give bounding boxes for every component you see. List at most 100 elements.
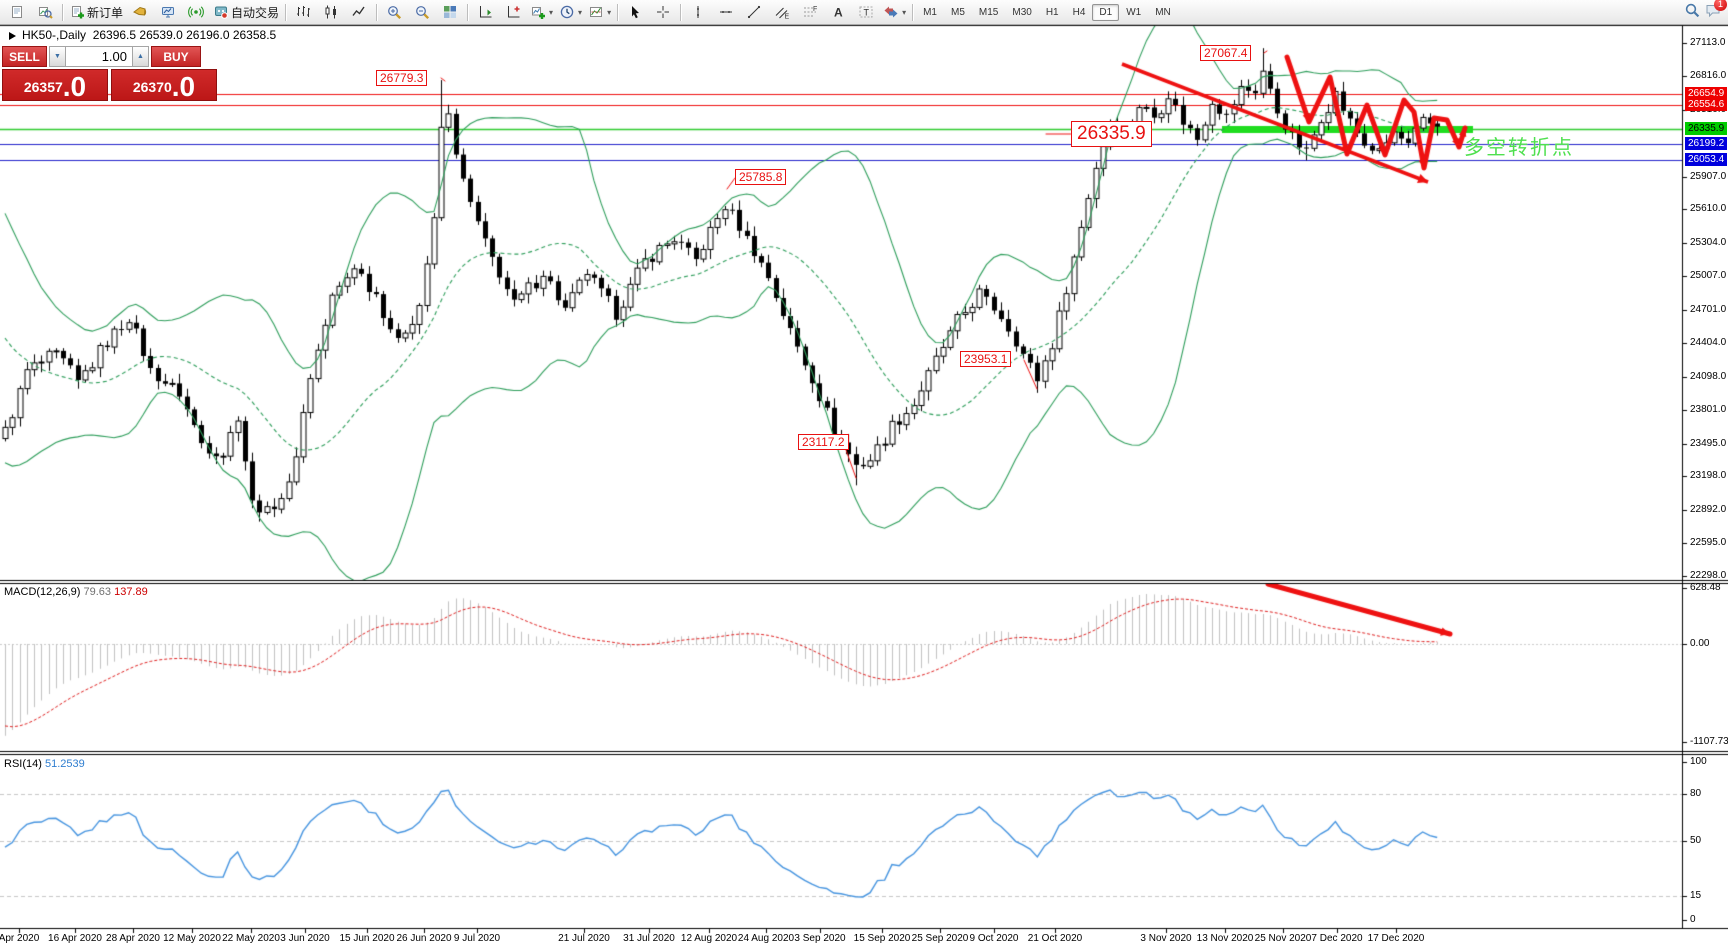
doc-icon	[9, 4, 25, 20]
timeframe-h4-button[interactable]: H4	[1072, 6, 1086, 18]
zoom-out-button[interactable]	[408, 1, 436, 24]
buy-price-button[interactable]: 26370.0	[111, 69, 217, 101]
template-icon	[588, 4, 604, 20]
publish-button[interactable]	[126, 1, 154, 24]
one-click-trading-panel: SELL ▼ 1.00 ▲ BUY 26357.0 26370.0	[2, 46, 217, 101]
candles-icon	[323, 4, 339, 20]
new-order-button[interactable]: 新订单	[66, 1, 126, 24]
timeframe-m15-button[interactable]: M15	[978, 6, 999, 18]
price-axis-tick: 26816.0	[1690, 70, 1727, 81]
signals-button[interactable]	[182, 1, 210, 24]
vertical-line-button[interactable]	[684, 1, 712, 24]
monitor-icon	[160, 4, 176, 20]
chart-title: HK50-,Daily 26396.5 26539.0 26196.0 2635…	[22, 28, 277, 42]
rsi-name: RSI(14)	[4, 758, 42, 770]
robot-icon	[213, 4, 229, 20]
timeframe-mn-button[interactable]: MN	[1155, 6, 1171, 18]
sell-price-button[interactable]: 26357.0	[2, 69, 108, 101]
volume-input[interactable]: 1.00	[66, 46, 132, 67]
price-axis-tick: 25304.0	[1690, 237, 1727, 249]
rsi-axis-tick: 50	[1690, 835, 1702, 846]
volume-increase-button[interactable]: ▲	[132, 46, 149, 67]
new-chart-button[interactable]: ▾	[527, 1, 556, 24]
trendline-button[interactable]	[740, 1, 768, 24]
timeframe-h1-button[interactable]: H1	[1045, 6, 1059, 18]
price-line-badge: 26335.9	[1685, 122, 1728, 136]
auto-arrange-button[interactable]	[471, 1, 499, 24]
new-order-label: 新订单	[87, 5, 124, 20]
date-axis-label: 28 Apr 2020	[106, 933, 160, 944]
timeframe-m1-button[interactable]: M1	[923, 6, 937, 18]
candle-chart-mode-button[interactable]	[317, 1, 345, 24]
periods-button[interactable]: ▾	[556, 1, 585, 24]
price-axis-tick: 23198.0	[1690, 470, 1727, 482]
date-axis-label: 21 Jul 2020	[558, 933, 610, 944]
macd-signal-value: 137.89	[114, 586, 148, 598]
subwindow-arrow-icon	[9, 32, 16, 40]
search-button[interactable]	[1684, 2, 1700, 23]
macd-axis-tick: 628.48	[1690, 582, 1721, 594]
vline-icon	[690, 4, 706, 20]
macd-axis-tick: 0.00	[1690, 638, 1710, 649]
price-axis-tick: 23495.0	[1690, 437, 1727, 449]
arrows-button[interactable]: ▾	[880, 1, 909, 24]
autotrading-button[interactable]: 自动交易	[210, 1, 282, 24]
rsi-axis-tick: 0	[1690, 914, 1696, 925]
line-chart-mode-button[interactable]	[345, 1, 373, 24]
chart-shift-button[interactable]	[499, 1, 527, 24]
buy-button[interactable]: BUY	[151, 46, 201, 67]
date-axis-label: 15 Sep 2020	[853, 933, 911, 944]
toolbar-separator	[376, 3, 378, 21]
rsi-axis-tick: 80	[1690, 787, 1702, 799]
price-axis-tick: 25907.0	[1690, 170, 1727, 182]
price-axis-tick: 24404.0	[1690, 336, 1727, 348]
text-button[interactable]: A	[824, 1, 852, 24]
virtual-hosting-button[interactable]	[154, 1, 182, 24]
neworder-icon	[69, 4, 85, 20]
preview-icon	[37, 4, 53, 20]
cursor-button[interactable]	[621, 1, 649, 24]
timeframe-d1-button[interactable]: D1	[1092, 3, 1120, 21]
price-annotation: 26335.9	[1071, 121, 1152, 147]
price-line-badge: 26199.2	[1685, 137, 1728, 151]
chat-button[interactable]: 1	[1705, 0, 1727, 23]
date-axis-label: 31 Jul 2020	[623, 933, 675, 944]
zoom-in-button[interactable]	[380, 1, 408, 24]
chevron-down-icon: ▾	[578, 7, 583, 17]
text-label-button[interactable]: T	[852, 1, 880, 24]
horizontal-line-button[interactable]	[712, 1, 740, 24]
volume-decrease-button[interactable]: ▼	[49, 46, 66, 67]
fibo-icon: F	[802, 4, 818, 20]
date-axis-label: 13 Nov 2020	[1196, 933, 1254, 944]
textA-icon: A	[830, 4, 846, 20]
notification-badge: 1	[1714, 0, 1727, 11]
rsi-value: 51.2539	[44, 758, 85, 770]
buy-price-main: 26370	[132, 79, 172, 95]
chart-preview-button[interactable]	[31, 1, 59, 24]
linech-icon	[351, 4, 367, 20]
sell-button[interactable]: SELL	[2, 46, 47, 67]
buy-price-frac: .0	[171, 71, 196, 102]
rsi-axis-tick: 100	[1690, 756, 1707, 767]
timeframe-m30-button[interactable]: M30	[1012, 6, 1032, 18]
horn-icon	[132, 4, 148, 20]
date-axis-label: 21 Oct 2020	[1027, 933, 1083, 944]
date-axis-label: 22 May 2020	[222, 933, 280, 944]
bar-chart-mode-button[interactable]	[289, 1, 317, 24]
timeframe-w1-button[interactable]: W1	[1126, 6, 1142, 18]
crosshair-button[interactable]	[649, 1, 677, 24]
tile-windows-button[interactable]	[436, 1, 464, 24]
date-axis-label: 25 Sep 2020	[911, 933, 969, 944]
equidistant-channel-button[interactable]: E	[768, 1, 796, 24]
price-line-badge: 26654.9	[1685, 86, 1728, 100]
tline-icon	[746, 4, 762, 20]
rsi-label: RSI(14) 51.2539	[4, 758, 85, 770]
svg-text:T: T	[864, 8, 870, 18]
workspace-button[interactable]	[3, 1, 31, 24]
timeframe-m5-button[interactable]: M5	[951, 6, 965, 18]
templates-button[interactable]: ▾	[585, 1, 614, 24]
toolbar-separator	[467, 3, 469, 21]
fibonacci-button[interactable]: F	[796, 1, 824, 24]
date-axis-label: 3 Sep 2020	[794, 933, 846, 944]
